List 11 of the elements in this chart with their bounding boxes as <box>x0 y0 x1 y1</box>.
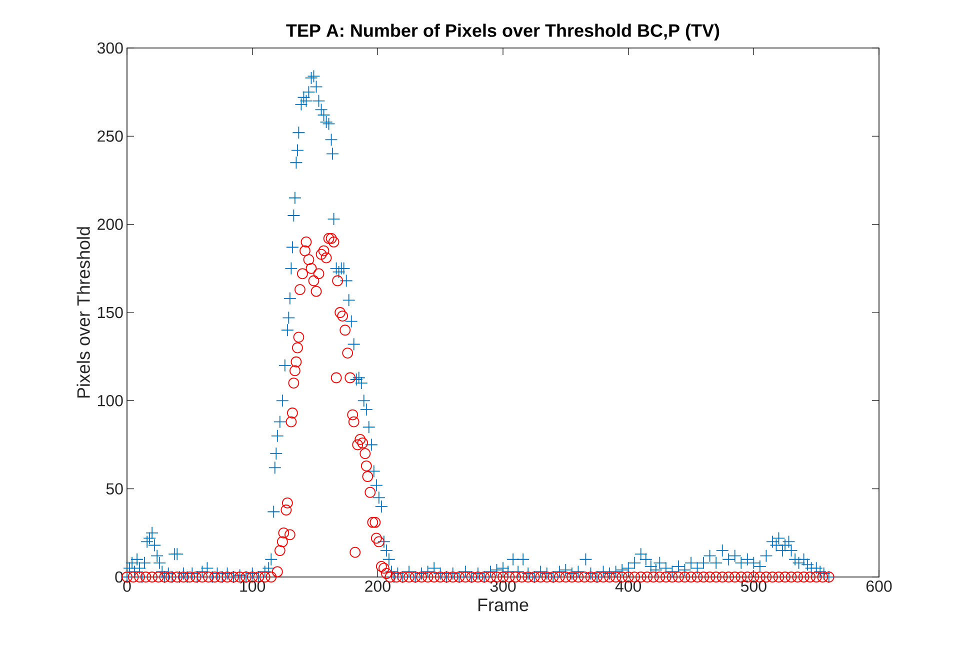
y-tick-label: 300 <box>97 42 123 54</box>
x-tick-label: 200 <box>365 580 390 592</box>
y-tick-label: 50 <box>106 483 123 494</box>
chart-title: TEP A: Number of Pixels over Threshold BC,P (TV) <box>286 24 720 40</box>
y-tick-label: 250 <box>98 130 123 142</box>
y-tick-label: 150 <box>98 306 123 318</box>
x-tick-label: 600 <box>866 580 892 592</box>
x-axis-title: Frame <box>478 598 528 612</box>
y-tick-label: 100 <box>98 395 123 406</box>
y-axis-title: Pixels over Threshold <box>76 227 90 398</box>
y-tick-label: 200 <box>98 218 123 230</box>
